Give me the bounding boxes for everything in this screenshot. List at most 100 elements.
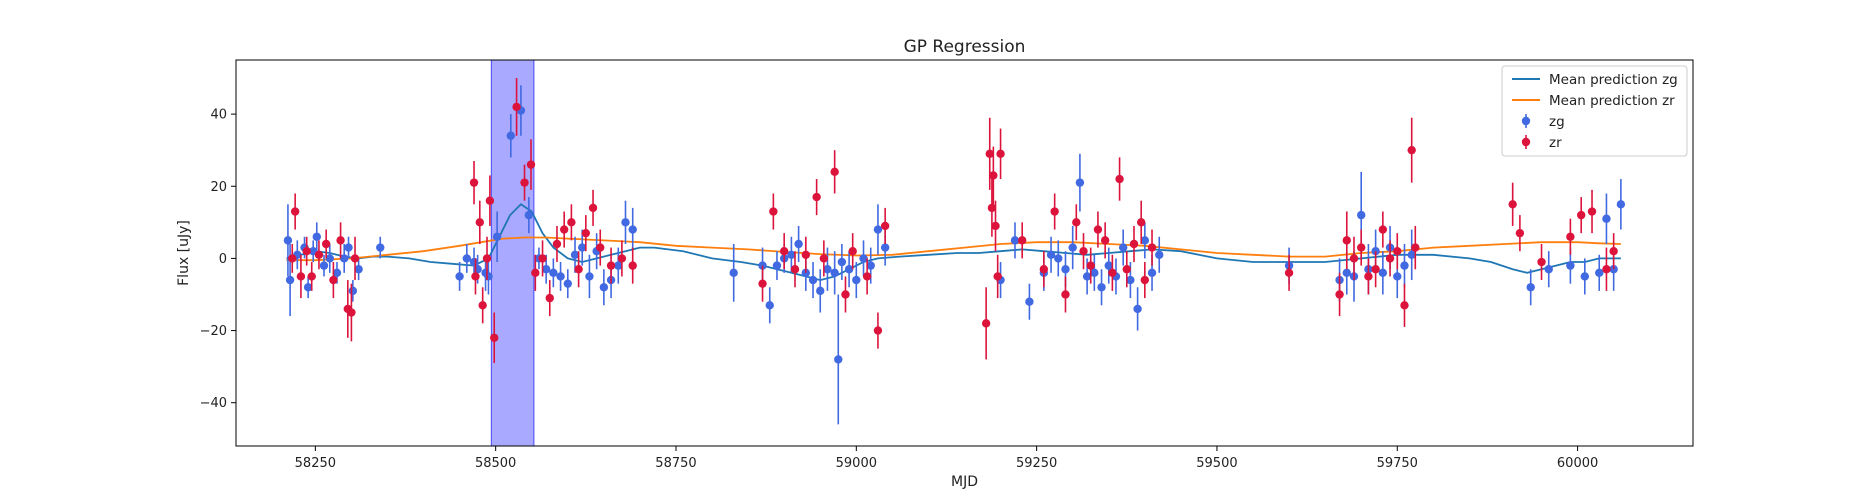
data-point-zr <box>1072 218 1081 227</box>
data-point-zr <box>1093 225 1103 234</box>
data-point-zr <box>545 293 554 303</box>
x-tick-label: 58500 <box>475 456 516 471</box>
data-point-zr <box>617 254 627 263</box>
data-point-zg <box>830 268 839 278</box>
data-point-zg <box>1075 178 1085 187</box>
y-axis-label: Flux [uJy] <box>176 220 192 286</box>
data-point-zg <box>344 243 353 252</box>
data-point-zr <box>478 301 487 310</box>
data-point-zg <box>332 268 342 278</box>
data-point-zg <box>1010 236 1020 245</box>
x-axis-label: MJD <box>951 474 978 490</box>
data-point-zr <box>475 218 484 227</box>
data-point-zg <box>794 239 803 249</box>
data-point-zr <box>830 167 839 177</box>
data-point-zg <box>285 275 295 285</box>
data-point-zg <box>852 275 861 285</box>
y-tick-label: −40 <box>200 396 227 411</box>
data-point-zr <box>581 228 591 238</box>
legend-marker-dot <box>1521 116 1531 126</box>
legend-marker-dot <box>1521 137 1531 147</box>
data-point-zr <box>1577 210 1586 220</box>
data-point-zr <box>526 160 536 169</box>
data-point-zr <box>996 149 1005 158</box>
data-point-zr <box>1508 200 1517 209</box>
x-tick-label: 59250 <box>1016 456 1057 471</box>
legend-box <box>1501 65 1688 157</box>
data-point-zg <box>1046 250 1056 260</box>
data-point-zg <box>873 225 883 234</box>
data-point-zr <box>606 261 616 270</box>
data-point-zr <box>596 243 605 252</box>
legend-swatch-zr-points <box>1521 135 1531 149</box>
data-point-zr <box>880 221 890 231</box>
data-point-zg <box>354 265 363 274</box>
data-point-zr <box>482 254 492 263</box>
legend-swatch-zg-points <box>1521 114 1531 128</box>
data-point-zg <box>578 243 587 252</box>
y-tick-label: 0 <box>219 252 227 267</box>
data-point-zr <box>512 102 521 112</box>
data-point-zr <box>588 203 598 213</box>
data-point-zr <box>1129 239 1139 249</box>
data-point-zr <box>790 265 800 274</box>
data-point-zr <box>1335 290 1344 299</box>
data-point-zr <box>336 236 345 245</box>
data-point-zg <box>585 272 594 281</box>
data-point-zg <box>1147 268 1157 278</box>
data-point-zr <box>1566 232 1575 241</box>
data-point-zr <box>1587 207 1597 216</box>
x-tick-label: 60000 <box>1557 456 1598 471</box>
data-point-zg <box>1068 243 1077 252</box>
data-point-zr <box>469 178 479 187</box>
data-point-zr <box>758 279 767 288</box>
data-point-zr <box>1147 243 1157 252</box>
data-point-zg <box>1133 304 1142 314</box>
data-point-zr <box>1602 265 1611 274</box>
legend-label-zr-points: zr <box>1549 135 1562 151</box>
data-point-zr <box>552 239 562 249</box>
data-point-zg <box>1025 297 1034 306</box>
data-point-zg <box>541 265 551 274</box>
data-point-zr <box>307 272 316 281</box>
data-point-zr <box>1086 261 1095 270</box>
data-point-zg <box>376 243 385 252</box>
data-point-zr <box>1378 225 1388 234</box>
data-point-zr <box>1284 268 1294 278</box>
data-point-zg <box>614 261 623 270</box>
data-point-zr <box>490 333 499 342</box>
data-point-zg <box>765 301 774 310</box>
x-tick-label: 59750 <box>1377 456 1418 471</box>
data-point-zr <box>1050 207 1059 216</box>
data-point-zr <box>329 275 338 285</box>
data-point-zr <box>347 308 356 317</box>
data-point-zr <box>574 265 583 274</box>
data-point-zr <box>819 254 829 263</box>
data-point-zr <box>848 246 857 256</box>
data-point-zr <box>1100 236 1110 245</box>
data-point-zg <box>1054 254 1063 263</box>
data-point-zg <box>628 225 637 234</box>
data-point-zg <box>524 210 534 220</box>
data-point-zg <box>834 355 843 364</box>
x-tick-label: 58250 <box>295 456 336 471</box>
data-point-zr <box>1079 246 1088 256</box>
data-point-zr <box>1407 145 1416 155</box>
data-point-zr <box>350 254 360 263</box>
y-tick-label: −20 <box>200 324 227 339</box>
data-point-zg <box>1357 210 1366 220</box>
data-point-zr <box>1018 236 1027 245</box>
data-point-zg <box>1393 272 1402 281</box>
data-point-zg <box>556 272 565 281</box>
tick-layer: 58250 58500 58750 59000 59250 59500 59750 60000… <box>200 108 1599 471</box>
data-point-zr <box>1122 265 1131 274</box>
chart-title: GP Regression <box>904 37 1026 57</box>
data-point-zg <box>283 236 293 245</box>
data-point-zg <box>1118 243 1128 252</box>
data-point-zr <box>812 192 821 202</box>
data-point-zg <box>570 250 580 260</box>
data-point-zg <box>1595 268 1604 278</box>
data-point-zg <box>823 265 832 274</box>
data-point-zr <box>1515 228 1525 238</box>
